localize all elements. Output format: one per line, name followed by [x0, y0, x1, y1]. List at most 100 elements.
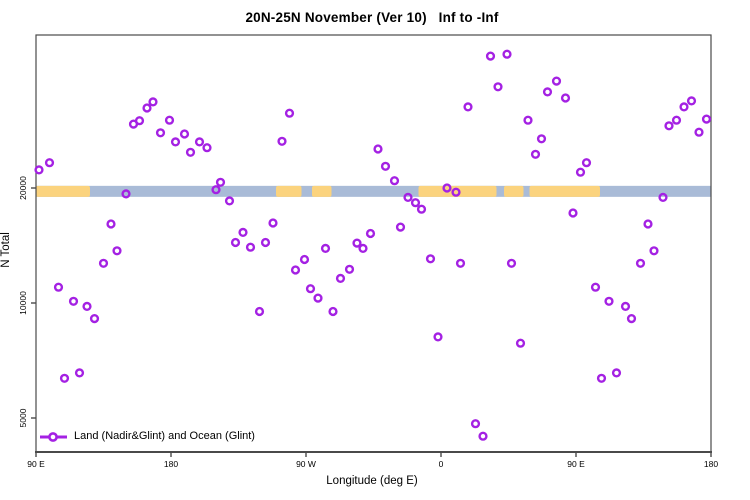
- data-point: [463, 102, 473, 112]
- data-point: [451, 187, 461, 197]
- data-point: [299, 254, 310, 265]
- data-point: [590, 282, 601, 292]
- data-point: [230, 237, 241, 248]
- data-point: [478, 431, 488, 441]
- data-point: [433, 332, 443, 342]
- data-point: [581, 158, 592, 168]
- data-point: [335, 273, 346, 284]
- data-point: [664, 121, 674, 131]
- data-point: [179, 129, 190, 139]
- data-point: [59, 373, 70, 383]
- data-point: [128, 119, 139, 129]
- y-axis-title: N Total: [0, 232, 12, 268]
- data-point: [536, 134, 547, 144]
- data-point: [523, 115, 533, 125]
- data-point: [493, 82, 503, 92]
- chart-title: 20N-25N November (Ver 10) Inf to -Inf: [245, 10, 499, 25]
- map-band-land: [504, 185, 524, 197]
- data-point: [277, 136, 287, 146]
- data-point: [320, 243, 331, 254]
- data-point: [106, 219, 116, 229]
- data-point: [170, 137, 181, 147]
- y-tick-label: 20000: [18, 176, 28, 200]
- data-point: [164, 115, 175, 125]
- data-point: [211, 185, 221, 195]
- data-point: [694, 127, 704, 137]
- data-point: [344, 264, 355, 274]
- data-point: [121, 189, 131, 199]
- map-band-land: [276, 185, 302, 197]
- data-point: [403, 192, 413, 203]
- data-point: [98, 258, 109, 268]
- y-tick-label: 5000: [18, 408, 28, 427]
- legend-marker-icon: [48, 432, 58, 442]
- data-point: [635, 258, 646, 268]
- x-tick-label: 90 W: [296, 459, 316, 469]
- data-point: [185, 147, 196, 157]
- data-point: [68, 296, 79, 306]
- plot-border: [35, 34, 712, 453]
- data-point: [352, 238, 362, 248]
- data-point: [290, 265, 301, 275]
- data-point: [44, 158, 55, 168]
- legend-label: Land (Nadir&Glint) and Ocean (Glint): [74, 430, 255, 442]
- data-point: [560, 93, 571, 103]
- data-point: [395, 222, 406, 232]
- data-point: [575, 167, 586, 177]
- data-point: [416, 204, 427, 214]
- data-point: [215, 177, 226, 187]
- map-band-ocean: [36, 185, 711, 197]
- data-point: [245, 242, 256, 252]
- data-point: [611, 368, 622, 378]
- data-point: [389, 176, 400, 186]
- map-band-land: [529, 185, 600, 197]
- data-point: [470, 419, 481, 429]
- data-point: [373, 144, 383, 154]
- data-point: [254, 306, 265, 317]
- data-point: [328, 306, 338, 317]
- data-point: [142, 103, 152, 113]
- data-point: [671, 115, 682, 125]
- data-point: [425, 254, 436, 264]
- data-point: [53, 282, 64, 292]
- data-point: [568, 208, 578, 218]
- data-point: [155, 128, 166, 138]
- data-point: [626, 314, 637, 324]
- data-point: [112, 246, 122, 256]
- data-point: [442, 183, 452, 193]
- x-axis-title: Longitude (deg E): [326, 475, 418, 487]
- data-point: [89, 314, 100, 324]
- data-point: [365, 228, 376, 239]
- map-band-land: [418, 185, 497, 197]
- data-point: [238, 227, 248, 238]
- data-point: [701, 114, 712, 124]
- data-point: [455, 258, 466, 268]
- data-point: [202, 143, 212, 153]
- data-point: [686, 96, 697, 106]
- data-point: [530, 149, 541, 159]
- data-point: [224, 196, 235, 206]
- data-point: [313, 293, 323, 303]
- map-band-land: [312, 185, 332, 197]
- data-point: [679, 102, 689, 112]
- x-tick-label: 180: [164, 459, 178, 469]
- data-point: [358, 243, 368, 254]
- data-point: [502, 49, 512, 59]
- x-tick-label: 90 E: [27, 459, 45, 469]
- data-point: [515, 338, 526, 348]
- x-tick-label: 90 E: [567, 459, 585, 469]
- data-point: [268, 218, 278, 228]
- data-point: [658, 192, 668, 203]
- map-band-land: [36, 185, 90, 197]
- data-point: [380, 161, 391, 171]
- data-point: [643, 219, 653, 229]
- x-tick-label: 180: [704, 459, 718, 469]
- data-point: [542, 87, 553, 97]
- data-point: [34, 165, 44, 175]
- data-point: [148, 97, 158, 107]
- data-point: [620, 301, 631, 312]
- data-point: [284, 108, 295, 118]
- data-point: [74, 368, 85, 378]
